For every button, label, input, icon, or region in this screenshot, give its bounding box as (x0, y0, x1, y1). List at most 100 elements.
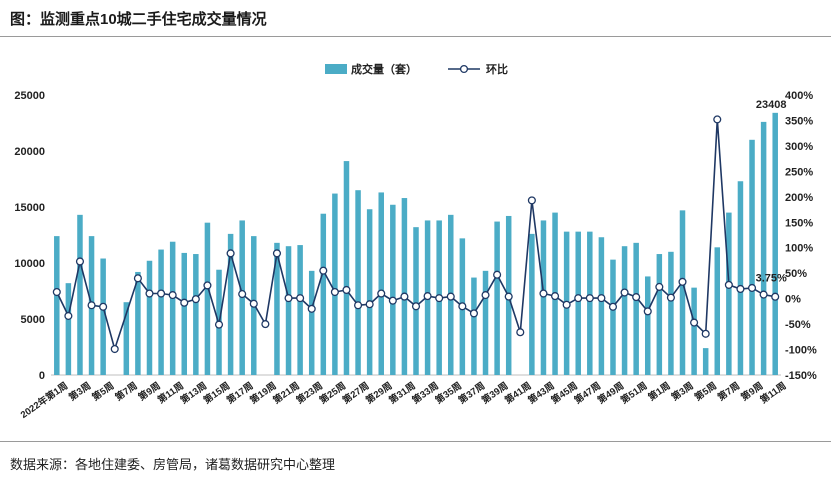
bar-volume (621, 246, 628, 375)
ratio-point (75, 257, 85, 266)
right-axis-tick: 250% (785, 166, 813, 178)
ratio-point (157, 289, 166, 298)
x-axis-tick: 第11周 (758, 380, 789, 406)
ratio-point (747, 283, 757, 292)
ratio-point (87, 301, 96, 310)
bar-volume (100, 258, 106, 375)
ratio-point (64, 311, 73, 320)
source-note: 数据来源：各地住建委、房管局，诸葛数据研究中心整理 (10, 457, 336, 472)
ratio-point (296, 294, 305, 303)
ratio-point (527, 196, 536, 205)
ratio-point (99, 302, 108, 311)
ratio-point (516, 328, 525, 337)
bar-volume (737, 181, 744, 375)
ratio-point (504, 292, 513, 301)
ratio-data-label: 3.75% (756, 273, 787, 285)
bar-volume (482, 270, 489, 375)
bar-volume (656, 254, 663, 375)
bar-volume (204, 222, 211, 375)
legend-line-marker (459, 64, 469, 74)
bar-volume (158, 249, 164, 375)
bar-volume (355, 190, 361, 375)
x-axis-tick: 第7周 (113, 380, 140, 404)
ratio-point (608, 302, 618, 311)
bar-volume (65, 283, 72, 375)
ratio-point (319, 266, 328, 275)
ratio-point (585, 294, 594, 303)
ratio-point (643, 307, 652, 316)
legend-bar-label: 成交量（套） (351, 62, 417, 76)
right-axis-tick: 0% (785, 294, 801, 306)
bar-volume (726, 212, 732, 375)
bar-volume (320, 213, 327, 375)
legend-bar-swatch (325, 64, 347, 74)
ratio-point (481, 291, 490, 300)
x-axis-tick: 第3周 (669, 380, 696, 404)
ratio-point (701, 329, 710, 338)
ratio-point (446, 292, 455, 301)
bar-volume (169, 241, 176, 375)
x-axis-tick: 2022年第1周 (18, 380, 70, 421)
bar-volume (193, 254, 199, 375)
ratio-point (214, 320, 224, 329)
ratio-point (539, 289, 548, 298)
ratio-point (411, 302, 421, 311)
left-axis-tick: 15000 (14, 202, 45, 214)
ratio-point (388, 296, 397, 305)
ratio-point (713, 115, 722, 124)
ratio-point (284, 294, 293, 303)
ratio-point (724, 280, 733, 289)
top-divider (0, 36, 831, 37)
bar-volume (749, 139, 755, 375)
bottom-divider (0, 441, 831, 442)
bar-volume (760, 121, 767, 375)
ratio-point (307, 304, 316, 313)
left-axis-tick: 25000 (14, 90, 45, 102)
bar-volume (714, 247, 721, 375)
bar-volume (77, 214, 83, 375)
x-axis-tick: 第7周 (715, 380, 742, 404)
ratio-point (52, 287, 61, 297)
right-axis-tick: 400% (785, 90, 813, 102)
ratio-point (365, 300, 374, 309)
ratio-point (458, 302, 467, 311)
ratio-point (736, 284, 745, 294)
bar-volume (494, 221, 500, 375)
ratio-point (493, 270, 502, 279)
bar-volume (308, 270, 315, 375)
right-axis-tick: 150% (785, 217, 813, 229)
right-axis-tick: -100% (785, 345, 817, 357)
bar-volume (54, 236, 60, 375)
bar-volume (529, 233, 535, 375)
x-axis-tick: 第5周 (692, 380, 719, 404)
ratio-point (330, 287, 339, 297)
bar-volume (332, 193, 338, 375)
ratio-point (110, 344, 119, 354)
bar-volume (471, 277, 477, 375)
bar-volume (540, 220, 547, 375)
ratio-point (342, 285, 351, 295)
ratio-point (678, 277, 687, 286)
ratio-point (574, 294, 583, 303)
ratio-point (133, 274, 142, 283)
bar-volume (610, 259, 616, 375)
bar-volume (123, 302, 130, 375)
right-axis-tick: -150% (785, 370, 817, 382)
combo-chart: 0 5000 10000 15000 20000 25000 -150% -100% -50% 0… (14, 62, 817, 421)
ratio-point (690, 318, 699, 327)
ratio-point (261, 320, 270, 329)
bar-volume (135, 271, 141, 375)
bar-volume (598, 237, 605, 375)
ratio-point (597, 294, 606, 303)
ratio-point (145, 289, 154, 298)
x-axis-tick: 第51周 (618, 380, 649, 407)
ratio-point (620, 288, 629, 297)
right-axis-tick: 200% (785, 192, 813, 204)
bar-volume (297, 245, 303, 375)
ratio-point (562, 300, 571, 309)
right-axis-tick: 350% (785, 115, 813, 127)
left-axis-tick: 5000 (21, 314, 45, 326)
left-axis-tick: 0 (39, 370, 45, 382)
bar-volume (575, 231, 581, 375)
left-axis-tick: 10000 (14, 258, 45, 270)
